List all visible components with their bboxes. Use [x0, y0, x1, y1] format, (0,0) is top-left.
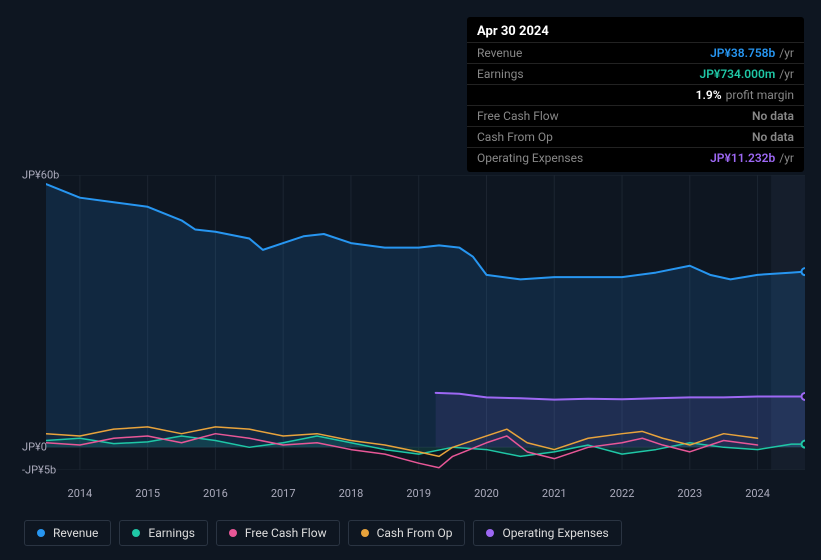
- legend-item[interactable]: Cash From Op: [348, 520, 466, 546]
- legend-dot-icon: [361, 529, 369, 537]
- chart-tooltip: Apr 30 2024 Revenue JP¥38.758b/yr Earnings…: [467, 17, 804, 172]
- tooltip-row: Revenue JP¥38.758b/yr: [467, 43, 804, 64]
- x-axis-label: 2022: [610, 487, 635, 500]
- chart-container: JP¥60b JP¥0 -JP¥5b 2014 2015 2016 2017 2018 201…: [16, 160, 805, 500]
- tooltip-row: Cash From Op No data: [467, 127, 804, 148]
- x-axis-label: 2015: [135, 487, 160, 500]
- legend-dot-icon: [229, 529, 237, 537]
- tooltip-row-value: 1.9%profit margin: [696, 88, 794, 102]
- legend-label: Free Cash Flow: [245, 526, 327, 540]
- legend-label: Cash From Op: [377, 526, 453, 540]
- tooltip-date: Apr 30 2024: [467, 21, 804, 43]
- legend-label: Revenue: [53, 526, 98, 540]
- x-axis-label: 2017: [271, 487, 296, 500]
- x-axis-label: 2023: [677, 487, 702, 500]
- x-axis-label: 2019: [406, 487, 431, 500]
- legend-dot-icon: [37, 529, 45, 537]
- tooltip-row-label: Revenue: [477, 46, 522, 60]
- y-axis-label: -JP¥5b: [22, 464, 56, 477]
- tooltip-row-value: JP¥38.758b/yr: [710, 46, 794, 60]
- legend-dot-icon: [132, 529, 140, 537]
- chart-legend: Revenue Earnings Free Cash Flow Cash From O…: [24, 520, 622, 546]
- tooltip-row-label: Cash From Op: [477, 130, 553, 144]
- y-axis-label: JP¥0: [22, 441, 47, 454]
- x-axis-label: 2020: [474, 487, 499, 500]
- tooltip-row-value: No data: [752, 109, 794, 123]
- tooltip-row-label: Earnings: [477, 67, 524, 81]
- legend-label: Operating Expenses: [502, 526, 608, 540]
- legend-item[interactable]: Revenue: [24, 520, 111, 546]
- x-axis-label: 2014: [68, 487, 93, 500]
- legend-dot-icon: [486, 529, 494, 537]
- x-axis-label: 2021: [542, 487, 567, 500]
- x-axis-label: 2024: [745, 487, 770, 500]
- tooltip-row: 1.9%profit margin: [467, 85, 804, 106]
- tooltip-row-value: No data: [752, 130, 794, 144]
- legend-item[interactable]: Free Cash Flow: [216, 520, 340, 546]
- tooltip-row-value: JP¥734.000m/yr: [700, 67, 794, 81]
- legend-item[interactable]: Earnings: [119, 520, 208, 546]
- chart-plot[interactable]: [46, 175, 805, 470]
- tooltip-date-text: Apr 30 2024: [477, 24, 549, 39]
- tooltip-row-label: Free Cash Flow: [477, 109, 559, 123]
- tooltip-row: Earnings JP¥734.000m/yr: [467, 64, 804, 85]
- legend-item[interactable]: Operating Expenses: [473, 520, 621, 546]
- tooltip-row: Free Cash Flow No data: [467, 106, 804, 127]
- y-axis-label: JP¥60b: [22, 169, 59, 182]
- x-axis-label: 2016: [203, 487, 228, 500]
- legend-label: Earnings: [148, 526, 195, 540]
- x-axis-label: 2018: [339, 487, 364, 500]
